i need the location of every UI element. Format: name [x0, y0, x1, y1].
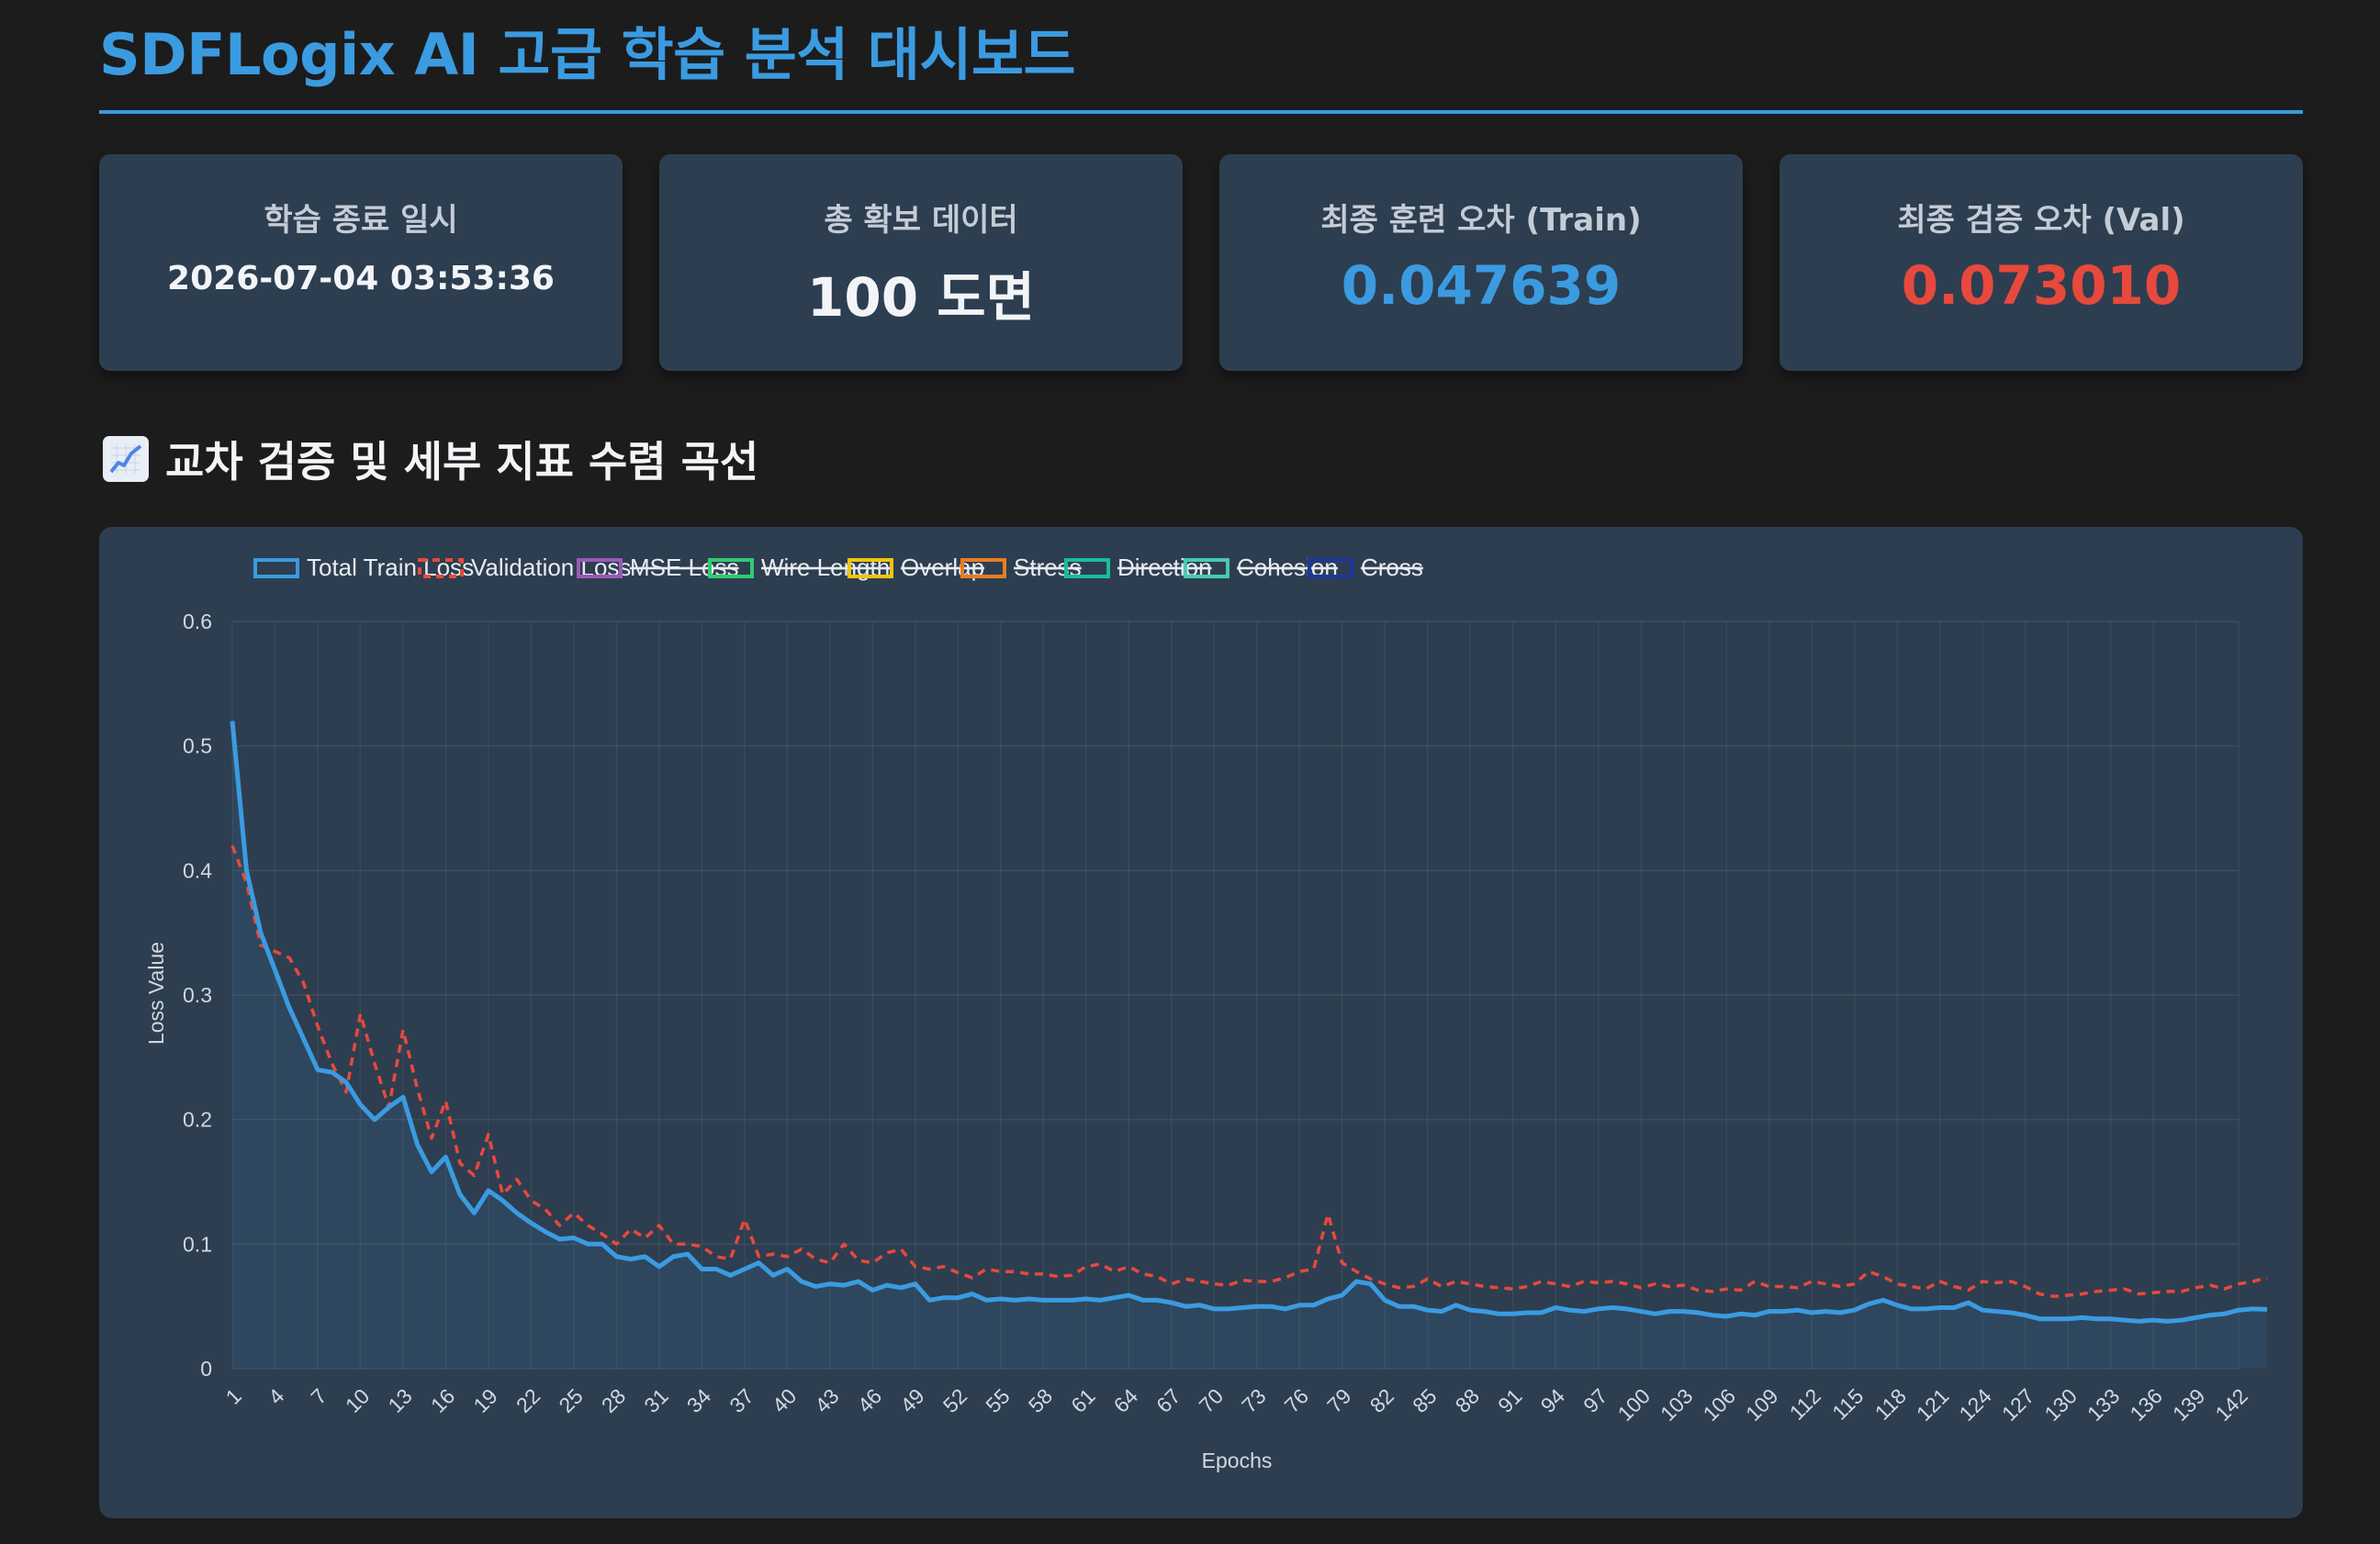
x-tick-label: 10 — [341, 1384, 374, 1417]
y-tick-label: 0.5 — [183, 734, 212, 758]
loss-chart: 0 0.1 0.2 0.3 0.4 0.5 0.6 1 4 7 10 13 16 19 22 25 28 31 3… — [144, 554, 2268, 1472]
chart-increasing-icon — [103, 436, 149, 482]
x-tick-label: 103 — [1656, 1384, 1698, 1427]
x-tick-label: 43 — [810, 1384, 843, 1417]
y-tick-label: 0.6 — [183, 610, 212, 633]
x-tick-label: 13 — [383, 1384, 416, 1417]
summary-cards: 학습 종료 일시 2026-07-04 03:53:36 총 확보 데이터 10… — [99, 154, 2303, 371]
card-finish-time: 학습 종료 일시 2026-07-04 03:53:36 — [99, 154, 623, 371]
page-title: SDFLogix AI 고급 학습 분석 대시보드 — [99, 21, 1076, 88]
x-tick-label: 1 — [220, 1384, 245, 1409]
x-tick-label: 55 — [981, 1384, 1014, 1417]
x-tick-label: 46 — [853, 1384, 886, 1417]
train-area — [232, 721, 2267, 1369]
card-value: 0.073010 — [1901, 254, 2182, 317]
x-tick-label: 136 — [2125, 1384, 2167, 1427]
card-value: 100 도면 — [807, 266, 1035, 329]
x-tick-label: 58 — [1024, 1384, 1057, 1417]
x-tick-label: 28 — [597, 1384, 630, 1417]
x-axis-ticks: 1 4 7 10 13 16 19 22 25 28 31 34 37 40 43 46 49 52 55 58 61 6… — [220, 1383, 2251, 1426]
legend-label: Total Train Loss — [307, 554, 474, 581]
x-tick-label: 49 — [895, 1384, 928, 1417]
x-tick-label: 109 — [1741, 1384, 1783, 1427]
x-tick-label: 115 — [1827, 1384, 1868, 1425]
x-tick-label: 70 — [1195, 1384, 1228, 1417]
legend-label: Cross — [1361, 554, 1423, 581]
legend-swatch — [1064, 558, 1110, 578]
legend-swatch — [577, 558, 623, 578]
x-axis-title: Epochs — [1202, 1449, 1273, 1472]
legend-swatch — [708, 558, 754, 578]
chart-panel: 0 0.1 0.2 0.3 0.4 0.5 0.6 1 4 7 10 13 16 19 22 25 28 31 3… — [99, 527, 2303, 1518]
series-lines — [230, 721, 2268, 1324]
x-tick-label: 7 — [306, 1384, 331, 1409]
card-label: 최종 훈련 오차 (Train) — [1320, 202, 1642, 239]
legend-swatch — [848, 558, 893, 578]
y-tick-label: 0 — [200, 1357, 212, 1381]
legend-swatch — [1308, 558, 1353, 578]
y-tick-label: 0.1 — [183, 1232, 212, 1256]
x-tick-label: 91 — [1493, 1384, 1526, 1417]
x-tick-label: 40 — [768, 1384, 801, 1417]
x-tick-label: 118 — [1870, 1384, 1911, 1425]
x-tick-label: 127 — [1997, 1384, 2039, 1427]
x-tick-label: 100 — [1613, 1384, 1656, 1427]
x-tick-label: 67 — [1151, 1384, 1184, 1417]
x-tick-label: 22 — [511, 1384, 544, 1417]
x-tick-label: 25 — [554, 1384, 587, 1417]
x-tick-label: 94 — [1536, 1383, 1570, 1417]
train-loss-line — [230, 721, 2268, 1324]
legend-swatch — [1184, 558, 1229, 578]
x-tick-label: 31 — [639, 1384, 672, 1417]
legend-swatch — [253, 558, 299, 578]
x-tick-label: 76 — [1280, 1384, 1313, 1417]
y-tick-label: 0.3 — [183, 983, 212, 1007]
x-tick-label: 85 — [1408, 1384, 1441, 1417]
x-tick-label: 61 — [1066, 1384, 1099, 1417]
card-value: 0.047639 — [1341, 254, 1622, 317]
legend-swatch — [418, 558, 464, 578]
section-title-text: 교차 검증 및 세부 지표 수렴 곡선 — [165, 437, 759, 487]
y-axis-title: Loss Value — [144, 942, 168, 1045]
x-tick-label: 19 — [468, 1384, 501, 1417]
x-tick-label: 112 — [1785, 1384, 1825, 1425]
y-tick-label: 0.2 — [183, 1108, 212, 1132]
y-axis-ticks: 0 0.1 0.2 0.3 0.4 0.5 0.6 — [183, 610, 212, 1381]
x-tick-label: 139 — [2168, 1384, 2210, 1427]
x-tick-label: 52 — [938, 1384, 971, 1417]
x-tick-label: 64 — [1109, 1383, 1143, 1417]
legend-swatch — [960, 558, 1006, 578]
y-tick-label: 0.4 — [183, 858, 212, 882]
x-tick-label: 82 — [1365, 1384, 1398, 1417]
section-title: 교차 검증 및 세부 지표 수렴 곡선 — [103, 430, 758, 488]
card-total-data: 총 확보 데이터 100 도면 — [659, 154, 1183, 371]
card-label: 최종 검증 오차 (Val) — [1897, 202, 2185, 239]
legend-item[interactable]: Cross — [1308, 554, 1423, 581]
x-tick-label: 97 — [1578, 1384, 1611, 1417]
card-label: 학습 종료 일시 — [264, 202, 458, 239]
x-tick-label: 4 — [264, 1383, 289, 1409]
card-train-loss: 최종 훈련 오차 (Train) 0.047639 — [1219, 154, 1743, 371]
train-area-fill — [232, 721, 2267, 1369]
x-tick-label: 79 — [1322, 1384, 1355, 1417]
page-header: SDFLogix AI 고급 학습 분석 대시보드 — [99, 18, 2303, 114]
chart-grid — [231, 621, 2240, 1370]
validation-loss-line — [230, 845, 2268, 1299]
card-label: 총 확보 데이터 — [824, 202, 1018, 239]
x-tick-label: 124 — [1954, 1383, 1996, 1426]
card-value: 2026-07-04 03:53:36 — [167, 260, 555, 297]
x-tick-label: 34 — [682, 1383, 716, 1417]
x-tick-label: 73 — [1237, 1384, 1270, 1417]
x-tick-label: 142 — [2210, 1384, 2252, 1427]
x-tick-label: 133 — [2082, 1384, 2125, 1427]
x-tick-label: 121 — [1912, 1384, 1954, 1427]
x-tick-label: 130 — [2039, 1384, 2082, 1427]
card-val-loss: 최종 검증 오차 (Val) 0.073010 — [1779, 154, 2303, 371]
x-tick-label: 88 — [1451, 1384, 1484, 1417]
x-tick-label: 37 — [724, 1384, 758, 1417]
x-tick-label: 16 — [426, 1384, 459, 1417]
x-tick-label: 106 — [1699, 1384, 1741, 1427]
